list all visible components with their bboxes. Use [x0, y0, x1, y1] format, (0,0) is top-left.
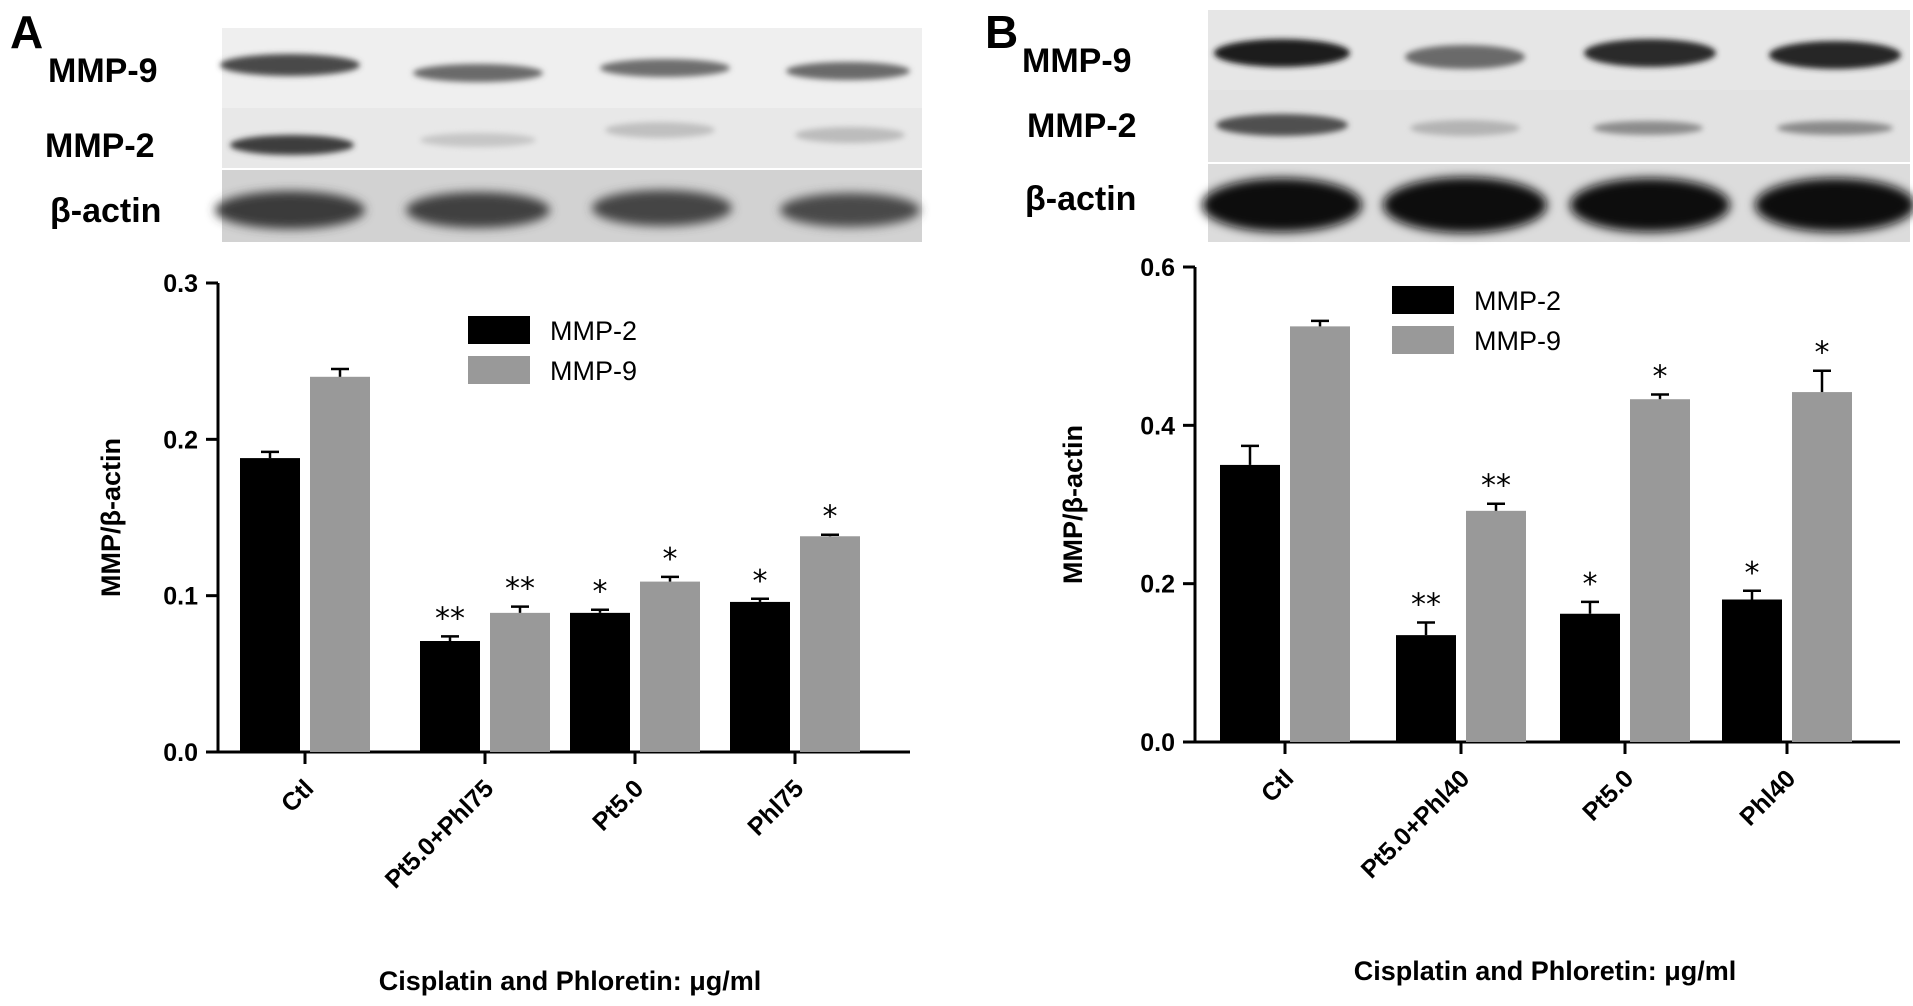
- panel-a-blot-label-mmp9: MMP-9: [48, 52, 158, 90]
- panel-a-band-mmp9-1: [220, 54, 360, 76]
- panel-a-chart: 0.00.10.20.3Ctl****Pt5.0+Phl75**Pt5.0**P…: [96, 270, 910, 996]
- panel-b-band-mmp9-3: [1584, 39, 1716, 67]
- panel-b-bar-mmp-2-3: [1722, 599, 1782, 742]
- panel-b-category-label: Ctl: [1256, 764, 1299, 807]
- panel-a-significance-mark: *: [823, 500, 838, 535]
- panel-b-legend-label-mmp-2: MMP-2: [1474, 286, 1561, 316]
- panel-a-band-mmp9-4: [786, 62, 910, 80]
- panel-b-blot-label-mmp2: MMP-2: [1027, 107, 1137, 145]
- panel-b-band-bactin-4: [1755, 178, 1913, 232]
- panel-b-legend-swatch-mmp-9: [1392, 326, 1454, 354]
- panel-b-significance-mark: *: [1815, 336, 1830, 371]
- panel-b-blot-label-mmp9: MMP-9: [1022, 42, 1132, 80]
- panel-a-significance-mark: *: [593, 575, 608, 610]
- panel-a-band-mmp2-2: [420, 133, 536, 147]
- panel-a-significance-mark: *: [753, 564, 768, 599]
- panel-b-band-mmp2-2: [1410, 120, 1520, 136]
- panel-a-significance-mark: *: [663, 542, 678, 577]
- panel-a-band-bactin-4: [780, 193, 920, 227]
- panel-a-blot: MMP-9 MMP-2 β-actin: [45, 28, 922, 242]
- panel-b-bar-mmp-9-3: [1792, 392, 1852, 742]
- panel-b-blot-label-bactin: β-actin: [1025, 180, 1136, 218]
- panel-a-bar-mmp-2-3: [730, 601, 790, 752]
- panel-a-y-tick-label: 0.2: [163, 426, 198, 454]
- panel-b-bar-mmp-2-2: [1560, 613, 1620, 742]
- panel-a-significance-mark: **: [505, 572, 535, 607]
- panel-a-legend-swatch-mmp-9: [468, 356, 530, 384]
- panel-b-band-bactin-1: [1202, 178, 1362, 232]
- panel-b-legend-label-mmp-9: MMP-9: [1474, 326, 1561, 356]
- panel-a-bar-mmp-2-1: [420, 641, 480, 752]
- panel-a-y-tick-label: 0.3: [163, 270, 198, 298]
- panel-b: B MMP-9 MMP-2 β-actin: [985, 6, 1913, 986]
- panel-a-category-label: Pt5.0+Phl75: [380, 774, 500, 894]
- panel-b-y-tick-label: 0.2: [1140, 571, 1175, 599]
- panel-a-bar-mmp-9-1: [490, 612, 550, 752]
- panel-a-band-bactin-1: [215, 191, 365, 229]
- panel-a-y-axis-title: MMP/β-actin: [96, 438, 126, 597]
- panel-b-category-label: Pt5.0: [1577, 764, 1639, 826]
- panel-a: A MMP-9 MMP-2 β-actin: [10, 6, 922, 996]
- panel-b-y-tick-label: 0.6: [1140, 254, 1175, 282]
- panel-b-band-mmp9-2: [1405, 45, 1525, 69]
- panel-b-y-tick-label: 0.0: [1140, 729, 1175, 757]
- panel-b-bar-mmp-2-1: [1396, 635, 1456, 742]
- panel-a-band-mmp9-3: [600, 59, 730, 77]
- panel-b-y-axis-title: MMP/β-actin: [1058, 425, 1088, 584]
- panel-a-bar-mmp-2-0: [240, 458, 300, 752]
- panel-a-band-mmp2-1: [230, 135, 354, 155]
- panel-a-significance-mark: **: [435, 601, 465, 636]
- panel-a-letter: A: [10, 6, 43, 58]
- panel-a-blot-label-bactin: β-actin: [50, 192, 161, 230]
- panel-a-y-tick-label: 0.1: [163, 583, 198, 611]
- panel-b-category-label: Pt5.0+Phl40: [1356, 764, 1476, 884]
- panel-a-band-bactin-3: [592, 190, 732, 226]
- panel-b-band-mmp2-3: [1593, 121, 1703, 135]
- panel-b-band-bactin-2: [1383, 177, 1547, 233]
- panel-b-band-mmp9-4: [1769, 41, 1901, 69]
- panel-a-bar-mmp-2-2: [570, 612, 630, 752]
- panel-a-band-mmp2-3: [605, 122, 715, 138]
- panel-a-bar-mmp-9-2: [640, 581, 700, 752]
- panel-b-bar-mmp-9-0: [1290, 326, 1350, 742]
- panel-a-bar-mmp-9-3: [800, 536, 860, 752]
- panel-a-x-axis-title: Cisplatin and Phloretin: μg/ml: [379, 966, 762, 996]
- panel-b-bar-mmp-9-1: [1466, 510, 1526, 742]
- panel-b-significance-mark: *: [1745, 556, 1760, 591]
- panel-a-band-bactin-2: [406, 192, 550, 228]
- panel-a-category-label: Pt5.0: [587, 774, 649, 836]
- panel-b-y-tick-label: 0.4: [1140, 412, 1175, 440]
- panel-a-category-label: Phl75: [742, 774, 809, 841]
- panel-a-blot-label-mmp2: MMP-2: [45, 127, 155, 165]
- panel-a-bar-mmp-9-0: [310, 376, 370, 752]
- panel-b-band-mmp9-1: [1214, 39, 1350, 67]
- panel-a-category-label: Ctl: [276, 774, 319, 817]
- panel-a-legend-label-mmp-9: MMP-9: [550, 356, 637, 386]
- panel-b-bar-mmp-2-0: [1220, 464, 1280, 742]
- panel-a-legend-swatch-mmp-2: [468, 316, 530, 344]
- panel-b-x-axis-title: Cisplatin and Phloretin: μg/ml: [1354, 956, 1737, 986]
- panel-b-significance-mark: *: [1653, 359, 1668, 394]
- panel-a-legend-label-mmp-2: MMP-2: [550, 316, 637, 346]
- panel-b-chart: 0.00.20.40.6Ctl****Pt5.0+Phl40**Pt5.0**P…: [1058, 254, 1900, 986]
- panel-a-y-tick-label: 0.0: [163, 739, 198, 767]
- panel-a-band-mmp9-2: [413, 64, 543, 82]
- panel-b-significance-mark: **: [1481, 469, 1511, 504]
- panel-b-significance-mark: *: [1583, 567, 1598, 602]
- panel-b-band-bactin-3: [1570, 178, 1730, 232]
- panel-b-blot: MMP-9 MMP-2 β-actin: [1022, 10, 1913, 242]
- panel-b-band-mmp2-4: [1777, 121, 1893, 135]
- panel-a-band-mmp2-4: [795, 127, 905, 143]
- panel-b-significance-mark: **: [1411, 587, 1441, 622]
- panel-b-bar-mmp-9-2: [1630, 399, 1690, 742]
- panel-b-band-mmp2-1: [1216, 114, 1348, 136]
- panel-b-category-label: Phl40: [1734, 764, 1801, 831]
- panel-b-legend-swatch-mmp-2: [1392, 286, 1454, 314]
- panel-b-letter: B: [985, 6, 1018, 58]
